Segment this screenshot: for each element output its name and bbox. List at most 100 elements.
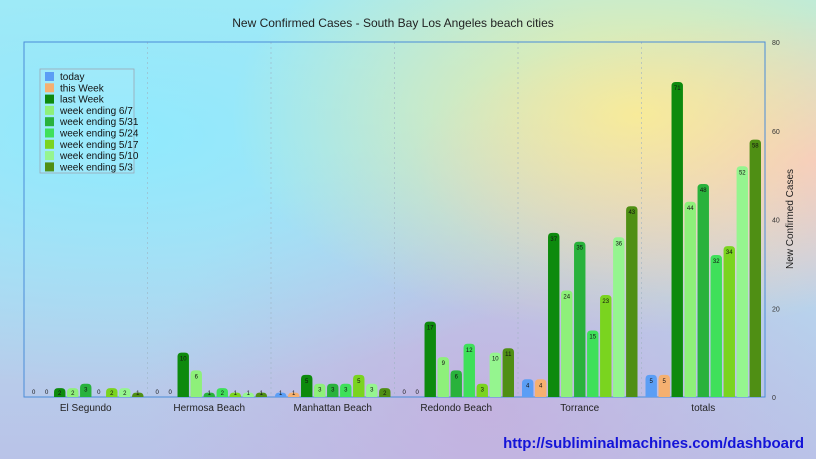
data-label: 3 <box>84 388 88 394</box>
bar <box>437 357 449 397</box>
legend-entry: week ending 5/10 <box>59 151 139 162</box>
bar <box>242 392 254 397</box>
data-label: 36 <box>615 241 622 247</box>
data-label: 5 <box>357 379 361 385</box>
bar <box>587 330 599 397</box>
bar <box>275 392 287 397</box>
data-label: 1 <box>260 391 264 397</box>
bar <box>216 388 228 397</box>
data-label: 2 <box>383 391 387 397</box>
y-axis-ticks: 0 20 40 60 80 <box>772 40 780 402</box>
data-label: 0 <box>416 390 420 396</box>
bar <box>613 237 625 397</box>
bar <box>574 241 586 397</box>
data-label: 52 <box>739 170 746 176</box>
x-tick-label: Redondo Beach <box>420 403 492 414</box>
legend-swatch <box>45 117 54 127</box>
bar <box>671 81 683 397</box>
bar <box>119 388 131 397</box>
data-label: 24 <box>563 295 570 301</box>
x-tick-label: Torrance <box>560 403 599 414</box>
data-label: 3 <box>370 388 374 394</box>
x-axis-ticks: El Segundo Hermosa Beach Manhattan Beach Re… <box>60 403 715 414</box>
y-tick-label: 0 <box>772 395 776 402</box>
bar <box>600 294 612 397</box>
y-tick-label: 20 <box>772 306 780 313</box>
data-label: 1 <box>292 391 296 397</box>
plot-frame <box>23 41 766 398</box>
bar <box>684 201 696 397</box>
x-tick-label: Manhattan Beach <box>294 403 372 414</box>
data-label: 34 <box>726 250 733 256</box>
legend-entry: last Week <box>60 95 105 106</box>
bar <box>626 206 638 397</box>
legend-swatch <box>45 151 54 161</box>
legend-swatch <box>45 128 54 138</box>
legend-swatch <box>45 83 54 93</box>
legend-entry: today <box>60 72 84 83</box>
legend-swatch <box>45 105 54 115</box>
legend-entry: week ending 5/31 <box>59 117 139 128</box>
bar <box>697 184 709 397</box>
bar <box>80 383 92 397</box>
bar <box>190 370 202 397</box>
bar <box>54 388 66 397</box>
legend-swatch <box>45 139 54 149</box>
legend-swatch <box>45 72 54 81</box>
dashboard-link[interactable]: http://subliminalmachines.com/dashboard <box>503 435 804 452</box>
data-label: 10 <box>180 357 187 363</box>
data-label: 0 <box>97 390 101 396</box>
data-label: 1 <box>208 391 212 397</box>
data-label: 2 <box>110 391 114 397</box>
x-tick-label: El Segundo <box>60 403 112 414</box>
bar <box>502 348 514 397</box>
data-label: 12 <box>466 348 473 354</box>
legend-box <box>39 68 135 174</box>
bar <box>736 166 748 397</box>
bar <box>366 383 378 397</box>
legend-entry: week ending 5/3 <box>59 162 133 173</box>
legend-entry: this Week <box>60 83 105 94</box>
data-label: 5 <box>650 379 654 385</box>
bar <box>255 392 267 397</box>
bar <box>132 392 144 397</box>
data-label: 3 <box>318 388 322 394</box>
x-tick-label: Hermosa Beach <box>173 403 245 414</box>
bar <box>379 388 391 397</box>
data-label: 10 <box>492 357 499 363</box>
data-label: 11 <box>505 352 512 358</box>
bar <box>353 374 365 397</box>
y-axis-label: New Confirmed Cases <box>785 169 796 269</box>
data-label: 1 <box>136 391 140 397</box>
data-label: 2 <box>58 391 62 397</box>
legend-entry: week ending 6/7 <box>59 106 133 117</box>
bar <box>106 388 118 397</box>
data-label: 23 <box>602 299 609 305</box>
data-label: 0 <box>156 390 160 396</box>
bar <box>548 232 560 397</box>
legend-entry: week ending 5/17 <box>59 140 139 151</box>
bar <box>177 352 189 397</box>
legend-swatch <box>45 94 54 104</box>
data-label: 3 <box>331 388 335 394</box>
bar <box>288 392 300 397</box>
data-label: 0 <box>32 390 36 396</box>
grid <box>147 42 642 397</box>
data-label: 43 <box>628 210 635 216</box>
data-label: 6 <box>195 374 199 380</box>
data-label: 6 <box>455 374 459 380</box>
bar <box>450 370 462 397</box>
data-label: 35 <box>576 246 583 252</box>
data-label: 2 <box>71 391 75 397</box>
data-label: 1 <box>247 391 251 397</box>
data-label: 2 <box>221 391 225 397</box>
data-label: 9 <box>442 361 446 367</box>
data-label: 5 <box>663 379 667 385</box>
data-label: 1 <box>234 391 238 397</box>
bar <box>489 352 501 397</box>
data-label: 3 <box>344 388 348 394</box>
data-label: 15 <box>589 334 596 340</box>
bar <box>424 321 436 397</box>
